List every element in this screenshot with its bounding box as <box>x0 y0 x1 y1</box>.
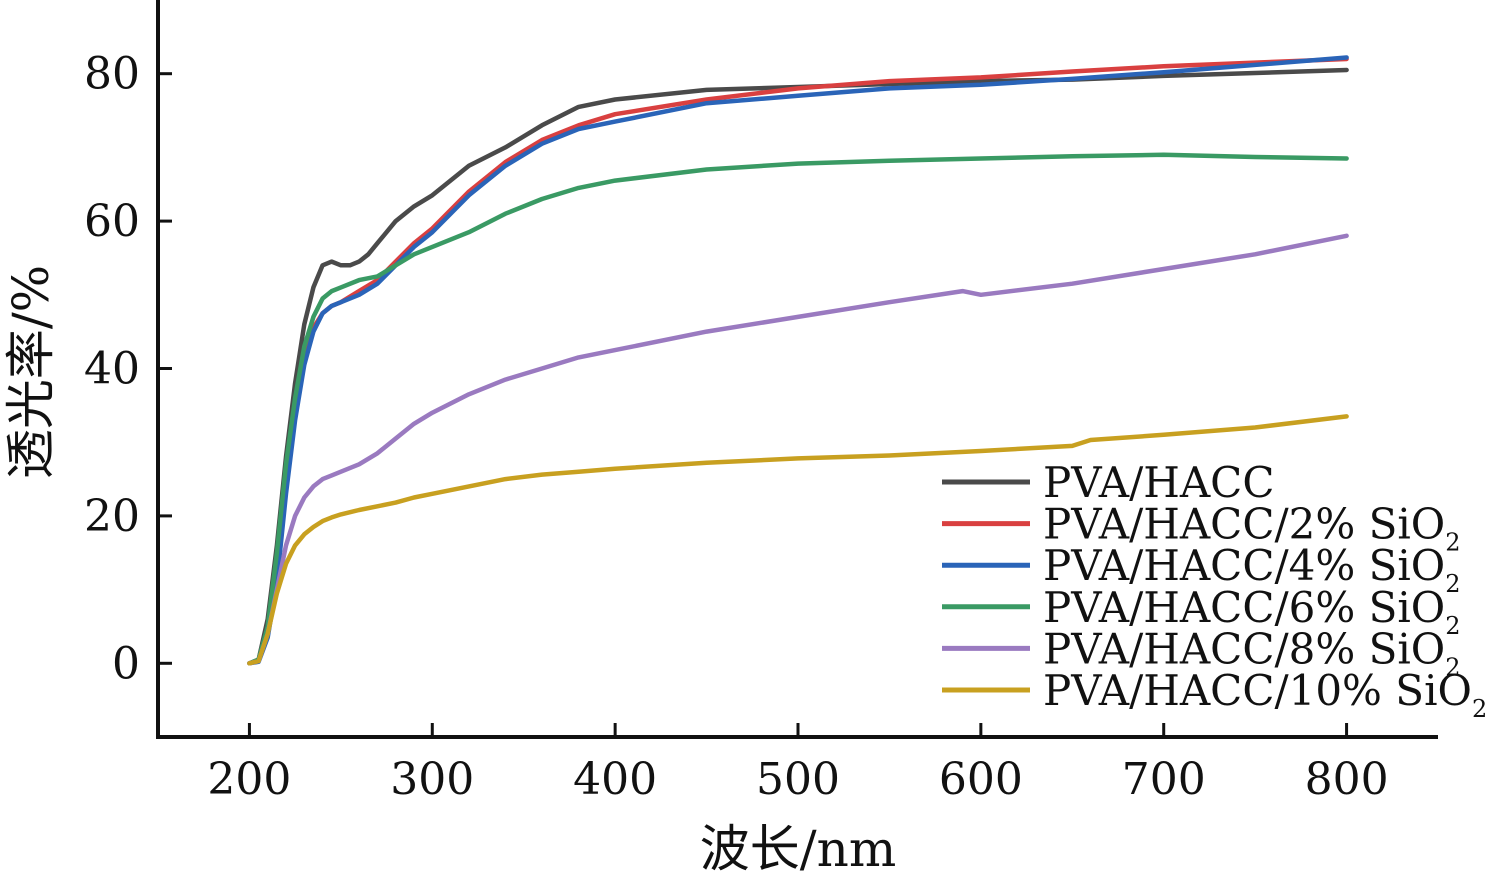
legend-label-text: PVA/HACC/2% SiO <box>1043 500 1445 549</box>
legend-label-subscript: 2 <box>1445 653 1460 681</box>
legend-label-6: PVA/HACC/10% SiO2 <box>1043 666 1487 723</box>
series-line-3 <box>247 55 1349 666</box>
legend-label-subscript: 2 <box>1445 612 1460 640</box>
y-axis-ticks: 0 20 40 60 80 <box>84 49 172 689</box>
x-tick-label: 800 <box>1305 754 1389 805</box>
y-axis-title: 透光率/% <box>2 265 60 479</box>
legend-label-text: PVA/HACC/6% SiO <box>1043 583 1445 632</box>
series-lines <box>247 55 1349 666</box>
legend-label-3: PVA/HACC/4% SiO2 <box>1043 541 1461 598</box>
series-line-4 <box>247 152 1349 666</box>
x-axis-ticks: 200 300 400 500 600 700 800 <box>207 723 1389 805</box>
legend-label-subscript: 2 <box>1472 695 1487 723</box>
legend-label-4: PVA/HACC/6% SiO2 <box>1043 583 1461 640</box>
series-line-6 <box>247 414 1349 666</box>
legend-label-1: PVA/HACC <box>1043 458 1274 507</box>
x-tick-label: 700 <box>1122 754 1206 805</box>
legend-label-subscript: 2 <box>1445 529 1460 557</box>
x-tick-label: 600 <box>939 754 1023 805</box>
y-tick-label: 20 <box>84 491 140 542</box>
x-tick-label: 200 <box>207 754 291 805</box>
y-tick-label: 60 <box>84 196 140 247</box>
series-line-5 <box>247 233 1349 666</box>
y-tick-label: 0 <box>112 638 140 689</box>
legend-label-2: PVA/HACC/2% SiO2 <box>1043 500 1461 557</box>
legend-label-text: PVA/HACC/4% SiO <box>1043 541 1445 590</box>
legend-label-text: PVA/HACC <box>1043 458 1274 507</box>
y-tick-label: 40 <box>84 344 140 395</box>
legend-label-5: PVA/HACC/8% SiO2 <box>1043 624 1461 681</box>
series-line-1 <box>247 67 1349 666</box>
y-tick-label: 80 <box>84 49 140 100</box>
x-axis-title: 波长/nm <box>700 820 896 873</box>
x-tick-label: 500 <box>756 754 840 805</box>
legend-label-text: PVA/HACC/10% SiO <box>1043 666 1472 715</box>
legend-label-subscript: 2 <box>1445 570 1460 598</box>
legend-label-text: PVA/HACC/8% SiO <box>1043 624 1445 673</box>
x-tick-label: 300 <box>390 754 474 805</box>
x-tick-label: 400 <box>573 754 657 805</box>
